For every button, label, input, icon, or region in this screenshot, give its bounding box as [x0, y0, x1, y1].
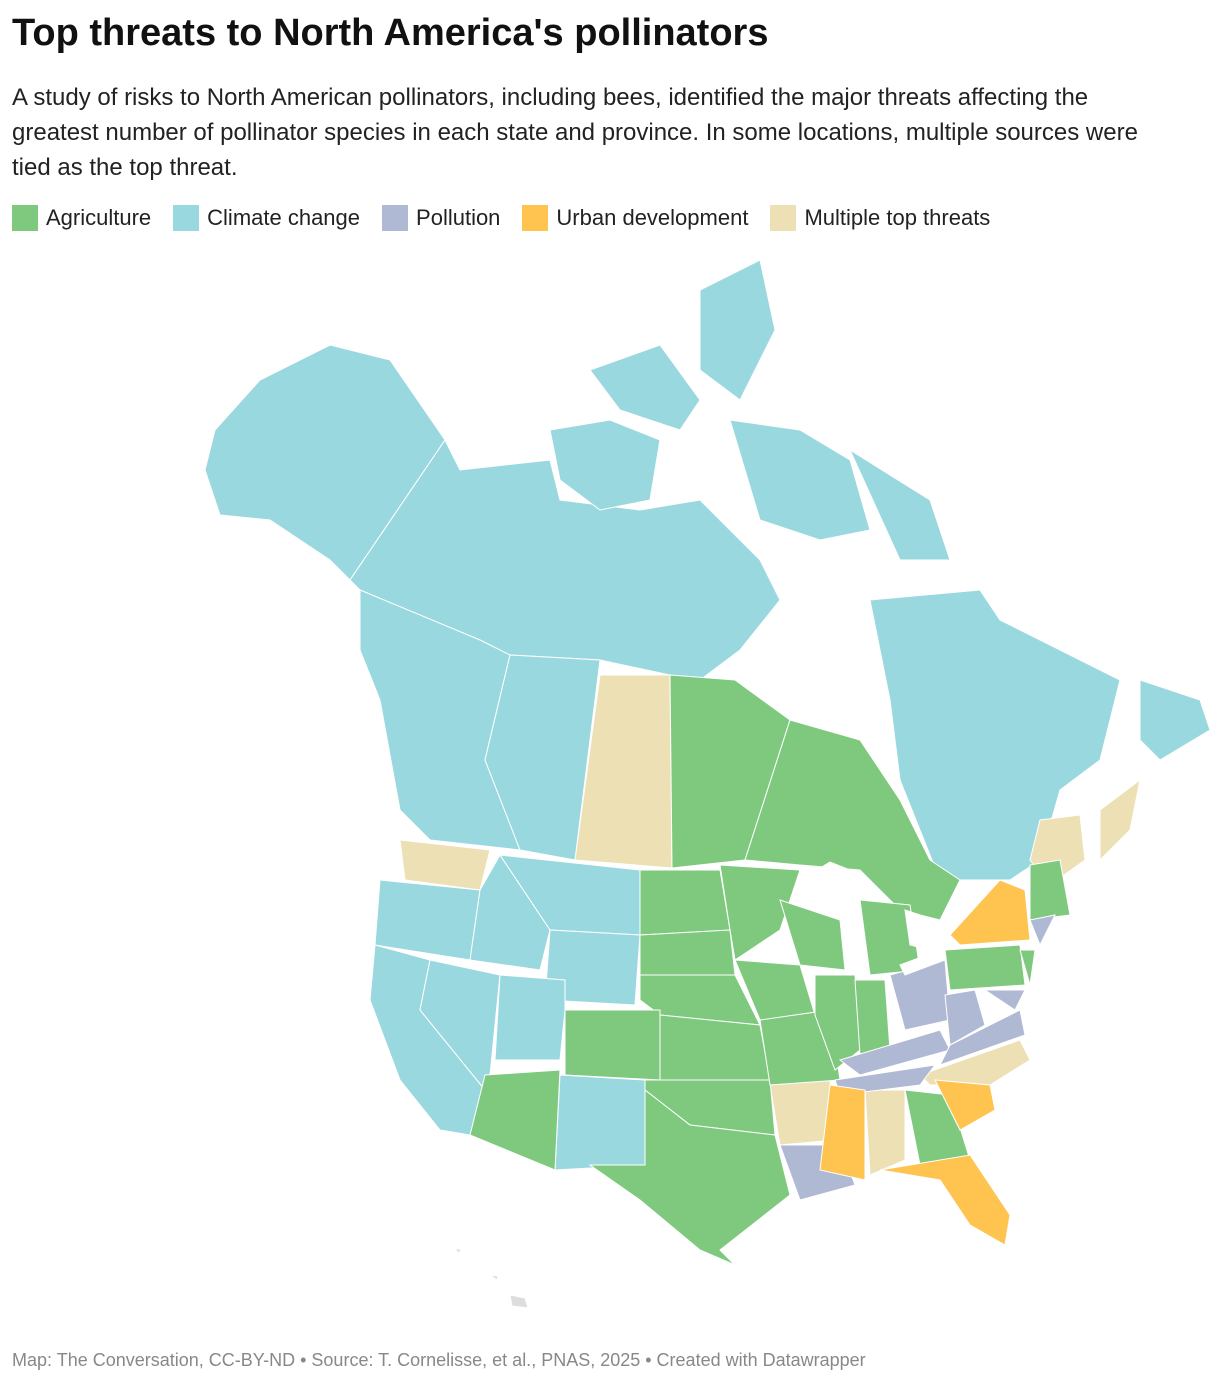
region [848, 448, 951, 561]
region [549, 419, 661, 511]
hawaii [453, 1247, 529, 1309]
legend-label: Agriculture [46, 205, 152, 230]
region [744, 719, 961, 921]
region [554, 1074, 646, 1171]
region [854, 979, 891, 1056]
legend-swatch [173, 205, 200, 231]
region [919, 1039, 1031, 1086]
region [1099, 778, 1141, 862]
region [588, 1088, 791, 1266]
footer: Map: The Conversation, CC-BY-ND • Source… [12, 1350, 866, 1370]
legend: Agriculture Climate change Pollution Urban … [12, 205, 990, 231]
regions [204, 259, 1211, 1266]
legend-item: Agriculture [12, 205, 151, 231]
region [729, 419, 871, 541]
region [879, 1154, 1011, 1246]
region [659, 1014, 771, 1081]
legend-swatch [382, 205, 409, 231]
region [934, 1079, 996, 1131]
region [819, 1084, 866, 1181]
region [484, 654, 601, 861]
region [949, 879, 1031, 946]
region [869, 589, 1121, 881]
region [1139, 679, 1211, 761]
region [944, 944, 1026, 991]
region [639, 869, 731, 936]
region [494, 974, 566, 1061]
region [1029, 859, 1071, 921]
legend-label: Pollution [416, 205, 501, 230]
region [719, 864, 801, 961]
legend-item: Pollution [382, 205, 500, 231]
title: Top threats to North America's pollinato… [12, 12, 769, 54]
region [399, 839, 491, 891]
region [1019, 949, 1036, 986]
great-lakes [798, 861, 946, 976]
legend-swatch [12, 205, 38, 231]
region [864, 1089, 906, 1176]
region [469, 854, 551, 971]
region [544, 929, 641, 1006]
legend-label: Multiple top threats [804, 205, 991, 230]
legend-label: Urban development [556, 205, 749, 230]
region [938, 1009, 1026, 1066]
region [359, 589, 521, 851]
region [639, 929, 736, 976]
legend-item: Urban development [522, 205, 748, 231]
region [469, 1069, 561, 1171]
region [944, 989, 986, 1046]
legend-item: Multiple top threats [770, 205, 990, 231]
region [1029, 914, 1056, 947]
region [374, 879, 481, 961]
region [699, 259, 776, 401]
legend-label: Climate change [207, 205, 361, 230]
region [564, 1009, 661, 1081]
region [983, 989, 1026, 1011]
legend-item: Climate change [173, 205, 360, 231]
legend-swatch [522, 205, 549, 231]
region [779, 899, 846, 971]
description: A study of risks to North American polli… [12, 84, 1138, 181]
region [589, 344, 701, 431]
legend-swatch [770, 205, 797, 231]
